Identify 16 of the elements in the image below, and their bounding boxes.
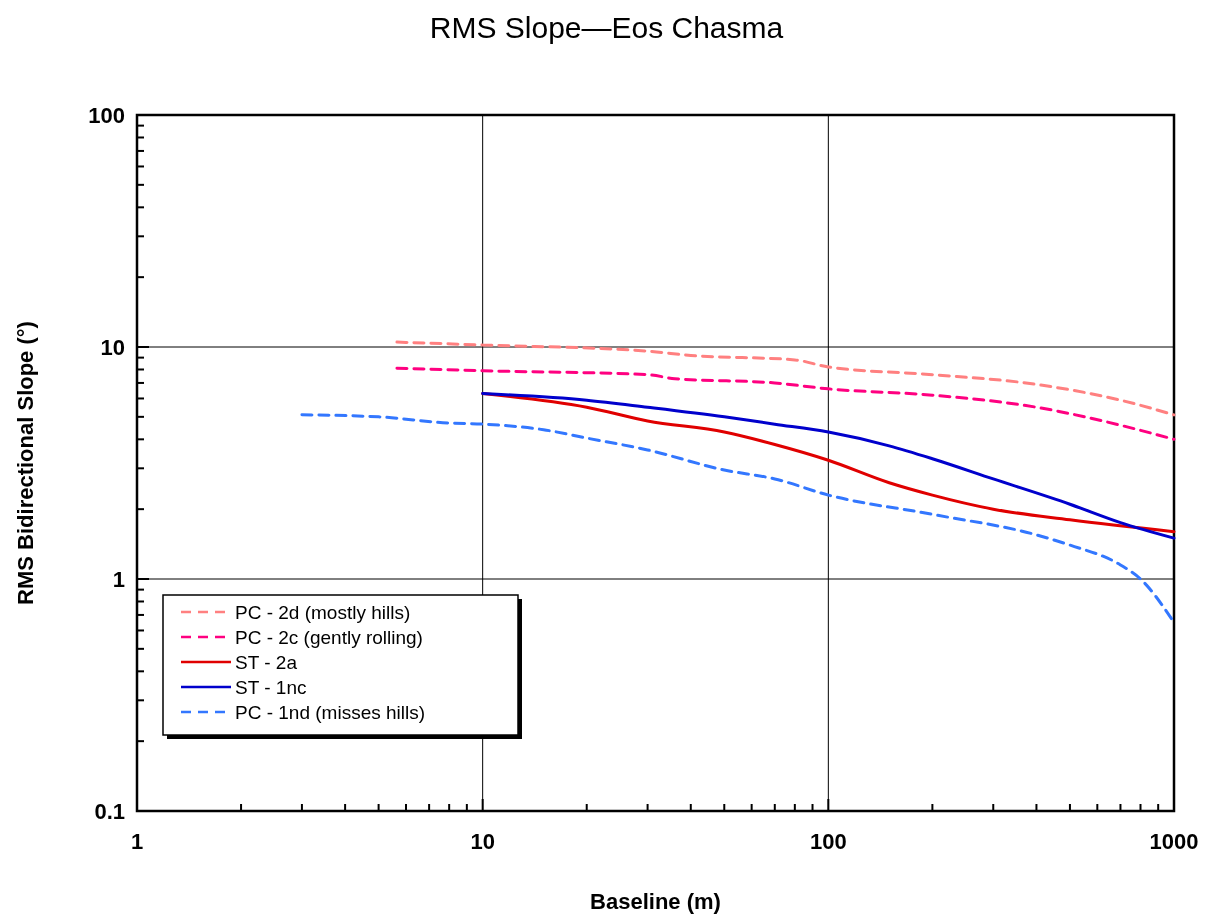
legend-label: PC - 2c (gently rolling) bbox=[235, 627, 423, 648]
x-tick-label: 100 bbox=[809, 829, 847, 854]
chart-title: RMS Slope—Eos Chasma bbox=[429, 11, 784, 44]
legend-label: PC - 2d (mostly hills) bbox=[235, 602, 411, 623]
y-tick-label: 10 bbox=[100, 335, 125, 360]
legend-label: ST - 1nc bbox=[235, 677, 307, 698]
x-axis-title: Baseline (m) bbox=[590, 889, 721, 914]
x-tick-label: 10 bbox=[470, 829, 495, 854]
y-tick-label: 100 bbox=[88, 103, 125, 128]
x-tick-label: 1000 bbox=[1149, 829, 1199, 854]
legend-label: PC - 1nd (misses hills) bbox=[235, 702, 426, 723]
y-tick-label: 0.1 bbox=[94, 799, 125, 824]
x-tick-label: 1 bbox=[130, 829, 144, 854]
y-axis-title: RMS Bidirectional Slope (°) bbox=[13, 321, 38, 605]
legend-label: ST - 2a bbox=[235, 652, 298, 673]
y-tick-label: 1 bbox=[112, 567, 125, 592]
